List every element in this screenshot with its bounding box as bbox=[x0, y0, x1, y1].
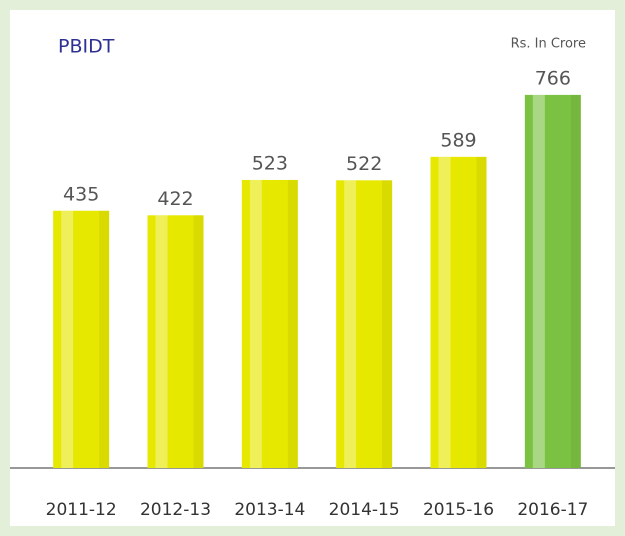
bar-shade bbox=[382, 180, 393, 469]
x-tick-label: 2013-14 bbox=[234, 500, 305, 520]
value-label: 435 bbox=[63, 183, 99, 205]
value-label: 523 bbox=[252, 152, 288, 174]
bar-shade bbox=[476, 156, 487, 468]
bar-highlight bbox=[61, 210, 74, 468]
value-label: 522 bbox=[346, 153, 382, 175]
bar bbox=[336, 180, 393, 469]
bar-shade bbox=[570, 94, 581, 469]
x-tick-label: 2014-15 bbox=[329, 500, 400, 520]
bar-highlight bbox=[249, 179, 262, 468]
bar bbox=[147, 215, 204, 468]
bar-highlight bbox=[532, 94, 545, 469]
unit-label: Rs. In Crore bbox=[511, 37, 586, 52]
value-label: 422 bbox=[157, 188, 193, 210]
bar-highlight bbox=[438, 156, 451, 468]
bar bbox=[430, 156, 487, 468]
value-label: 766 bbox=[535, 67, 571, 89]
x-tick-label: 2015-16 bbox=[423, 500, 494, 520]
chart-title: PBIDT bbox=[58, 36, 115, 58]
value-label: 589 bbox=[440, 129, 476, 151]
x-tick-label: 2012-13 bbox=[140, 500, 211, 520]
panel bbox=[10, 10, 615, 526]
bar bbox=[524, 94, 581, 469]
bar bbox=[241, 179, 298, 468]
bar bbox=[53, 210, 110, 468]
bar-highlight bbox=[155, 215, 168, 468]
bar-shade bbox=[99, 210, 110, 468]
bar-shade bbox=[193, 215, 204, 468]
x-tick-label: 2011-12 bbox=[46, 500, 117, 520]
x-tick-label: 2016-17 bbox=[517, 500, 588, 520]
bar-highlight bbox=[344, 180, 357, 469]
bar-shade bbox=[287, 179, 298, 468]
